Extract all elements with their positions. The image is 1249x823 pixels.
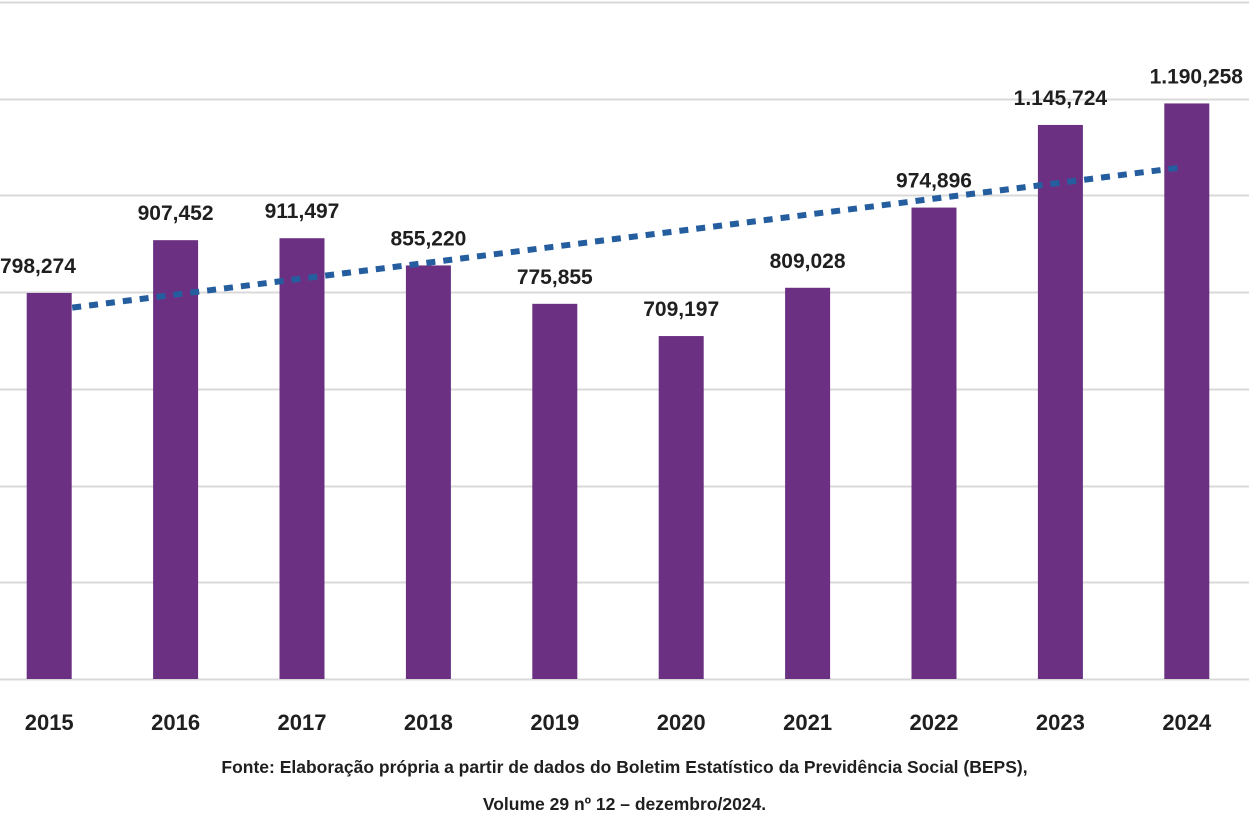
x-tick-label-2023: 2023 xyxy=(1036,710,1085,735)
bar-2024 xyxy=(1164,103,1210,680)
data-label-2016: 907,452 xyxy=(138,202,214,225)
x-tick-label-2022: 2022 xyxy=(910,710,959,735)
x-tick-label-2020: 2020 xyxy=(657,710,706,735)
x-tick-label-2018: 2018 xyxy=(404,710,453,735)
x-tick-label-2015: 2015 xyxy=(25,710,74,735)
bar-2018 xyxy=(405,265,451,679)
x-tick-label-2017: 2017 xyxy=(278,710,327,735)
data-label-2019: 775,855 xyxy=(517,266,593,289)
bar-2015 xyxy=(26,292,72,679)
trendline-path xyxy=(71,164,1183,311)
bar-2023 xyxy=(1037,124,1083,679)
data-label-2018: 855,220 xyxy=(390,227,466,250)
bar-2022 xyxy=(911,207,957,679)
bar-2021 xyxy=(785,287,831,679)
data-label-2024: 1.190,258 xyxy=(1150,65,1244,88)
bar-2017 xyxy=(279,238,325,680)
data-label-2015: 798,274 xyxy=(0,255,76,278)
data-label-2017: 911,497 xyxy=(265,200,340,223)
data-label-2023: 1.145,724 xyxy=(1014,87,1108,110)
data-label-2021: 809,028 xyxy=(770,250,846,273)
bars xyxy=(26,103,1210,680)
x-tick-label-2024: 2024 xyxy=(1162,710,1212,735)
x-axis-labels: 2015 2016 2017 2018 2019 2020 2021 2022 2023 2024 xyxy=(25,710,1212,735)
bar-2020 xyxy=(658,336,704,679)
bar-2019 xyxy=(532,303,578,679)
trendline xyxy=(71,164,1183,311)
bar-2016 xyxy=(153,240,199,680)
bar-chart: 798,274 907,452 911,497 855,220 775,855 709,1… xyxy=(0,1,1249,735)
x-tick-label-2021: 2021 xyxy=(783,710,832,735)
source-note-line2: Volume 29 nº 12 – dezembro/2024. xyxy=(482,794,767,814)
data-label-2022: 974,896 xyxy=(896,170,972,193)
x-tick-label-2019: 2019 xyxy=(530,710,579,735)
source-note-line1: Fonte: Elaboração própria a partir de da… xyxy=(221,757,1028,777)
data-labels: 798,274 907,452 911,497 855,220 775,855 709,1… xyxy=(0,65,1243,321)
x-tick-label-2016: 2016 xyxy=(151,710,200,735)
data-label-2020: 709,197 xyxy=(643,298,719,321)
